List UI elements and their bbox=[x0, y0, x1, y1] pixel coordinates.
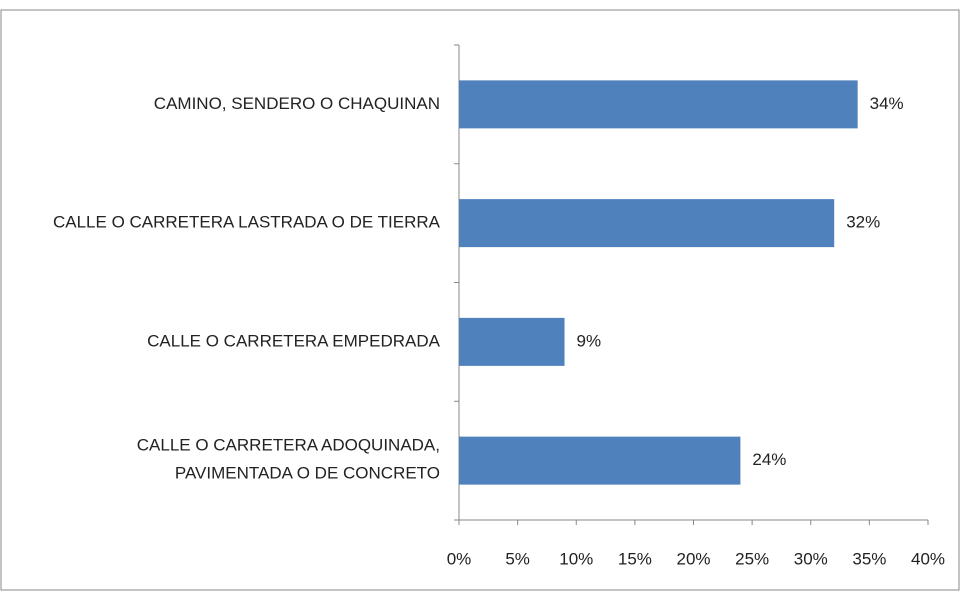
x-tick-label: 20% bbox=[676, 549, 710, 568]
value-label: 9% bbox=[577, 331, 602, 350]
x-tick-label: 5% bbox=[505, 549, 530, 568]
bar bbox=[459, 80, 858, 129]
x-tick-label: 35% bbox=[852, 549, 886, 568]
bar bbox=[459, 436, 741, 485]
x-tick-label: 10% bbox=[559, 549, 593, 568]
x-tick-label: 15% bbox=[618, 549, 652, 568]
value-label: 24% bbox=[752, 450, 786, 469]
value-label: 32% bbox=[846, 213, 880, 232]
x-tick-label: 0% bbox=[447, 549, 472, 568]
x-tick-label: 30% bbox=[794, 549, 828, 568]
y-tick-label: CALLE O CARRETERA LASTRADA O DE TIERRA bbox=[53, 213, 441, 232]
bar bbox=[459, 199, 835, 248]
x-tick-label: 40% bbox=[911, 549, 945, 568]
y-tick-label: CAMINO, SENDERO O CHAQUINAN bbox=[154, 94, 440, 113]
x-tick-label: 25% bbox=[735, 549, 769, 568]
y-tick-label: CALLE O CARRETERA EMPEDRADA bbox=[147, 331, 441, 350]
value-label: 34% bbox=[870, 94, 904, 113]
y-tick-label: CALLE O CARRETERA ADOQUINADA, PAVIMENTADA… bbox=[137, 436, 440, 483]
bar bbox=[459, 317, 565, 366]
